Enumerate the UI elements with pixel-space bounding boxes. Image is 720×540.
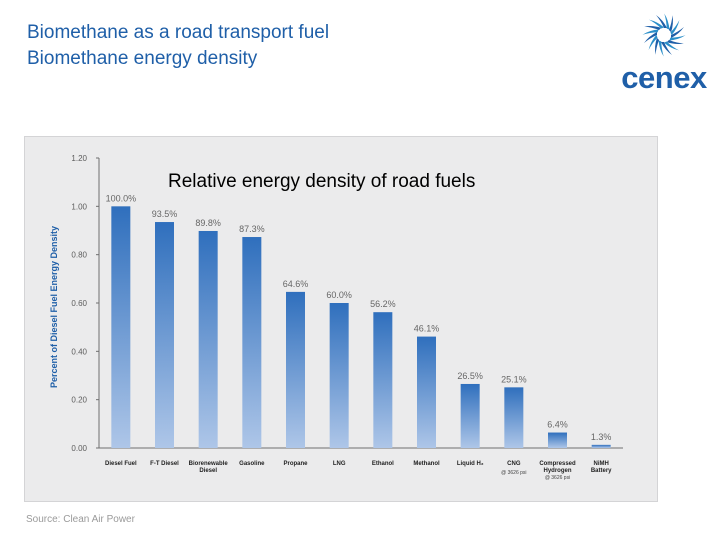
x-tick-label: Propane — [283, 461, 308, 467]
swirl-blade — [655, 37, 660, 55]
bar — [111, 206, 131, 448]
cenex-logo: cenex — [618, 10, 710, 95]
x-tick-label: CNG — [507, 461, 521, 467]
slide-title-line-1: Biomethane as a road transport fuel — [27, 22, 330, 43]
bar — [460, 383, 480, 448]
bar — [198, 230, 218, 448]
logo-wordmark: cenex — [621, 60, 707, 95]
data-label: 87.3% — [239, 224, 265, 234]
bar — [417, 336, 436, 448]
swirl-blade — [648, 34, 658, 51]
bar — [591, 444, 611, 448]
slide-title: Biomethane as a road transport fuel Biom… — [27, 20, 329, 72]
data-label: 6.4% — [547, 420, 568, 430]
x-tick-label: LNG — [333, 461, 346, 467]
y-tick-label: 1.00 — [71, 202, 87, 211]
data-label: 46.1% — [414, 324, 440, 334]
swirl-blade — [671, 27, 684, 38]
bar — [548, 432, 567, 448]
x-tick-label: F-T Diesel — [150, 461, 179, 467]
x-tick-note: @ 3626 psi — [501, 470, 526, 476]
y-tick-label: 0.80 — [71, 251, 87, 260]
data-label: 26.5% — [457, 371, 483, 381]
source-note: Source: Clean Air Power — [26, 514, 135, 525]
data-label: 64.6% — [283, 279, 309, 289]
y-tick-label: 1.20 — [71, 154, 87, 163]
x-tick-label-line-2: Battery — [591, 468, 612, 474]
y-tick-label: 0.60 — [71, 299, 87, 308]
swirl-blade — [648, 19, 665, 29]
swirl-blade — [661, 42, 672, 55]
bar — [504, 387, 524, 448]
x-tick-label: Gasoline — [239, 461, 265, 467]
x-tick-label: Biorenewable — [189, 461, 229, 467]
y-axis-title: Percent of Diesel Fuel Energy Density — [49, 226, 59, 388]
swirl-blade — [658, 40, 664, 57]
swirl-blade — [669, 35, 686, 41]
bar — [155, 222, 174, 448]
swirl-blade — [644, 32, 657, 43]
swirl-blade — [666, 39, 684, 44]
data-label: 60.0% — [326, 290, 352, 300]
x-tick-label: Methanol — [413, 461, 440, 467]
x-tick-label: Diesel Fuel — [105, 461, 137, 467]
swirl-blade — [644, 26, 662, 31]
y-tick-label: 0.00 — [71, 444, 87, 453]
swirl-blade — [663, 41, 680, 51]
x-tick-label-line-2: Hydrogen — [543, 468, 571, 474]
swirl-blade — [642, 29, 659, 35]
slide-title-line-2: Biomethane energy density — [27, 48, 258, 69]
swirl-blade — [664, 13, 670, 30]
data-label: 93.5% — [152, 209, 178, 219]
x-tick-label-line-2: Diesel — [199, 468, 217, 474]
x-tick-label: NiMH — [593, 461, 608, 467]
swirl-blade — [670, 19, 680, 36]
cenex-swirl-icon — [642, 13, 686, 57]
chart-panel: 0.00 0.20 0.40 0.60 0.80 1.00 1.20 100.0% Diese… — [24, 136, 658, 502]
y-tick-label: 0.20 — [71, 396, 87, 405]
bar — [329, 303, 349, 448]
x-tick-label: Compressed — [539, 461, 576, 467]
bar — [373, 312, 393, 448]
x-tick-label: Liquid H₂ — [457, 461, 484, 467]
data-label: 89.8% — [195, 218, 221, 228]
y-tick-label: 0.40 — [71, 347, 87, 356]
bar — [286, 291, 305, 448]
swirl-blade — [656, 15, 667, 28]
data-label: 56.2% — [370, 299, 396, 309]
data-label: 1.3% — [591, 432, 612, 442]
x-tick-note: @ 3626 psi — [545, 475, 570, 481]
bar — [242, 237, 262, 448]
chart-title: Relative energy density of road fuels — [168, 171, 476, 192]
x-tick-label: Ethanol — [372, 461, 394, 467]
bar-chart: 0.00 0.20 0.40 0.60 0.80 1.00 1.20 100.0% Diese… — [49, 154, 623, 481]
data-label: 25.1% — [501, 374, 527, 384]
swirl-blade — [668, 15, 673, 33]
data-label: 100.0% — [106, 193, 137, 203]
